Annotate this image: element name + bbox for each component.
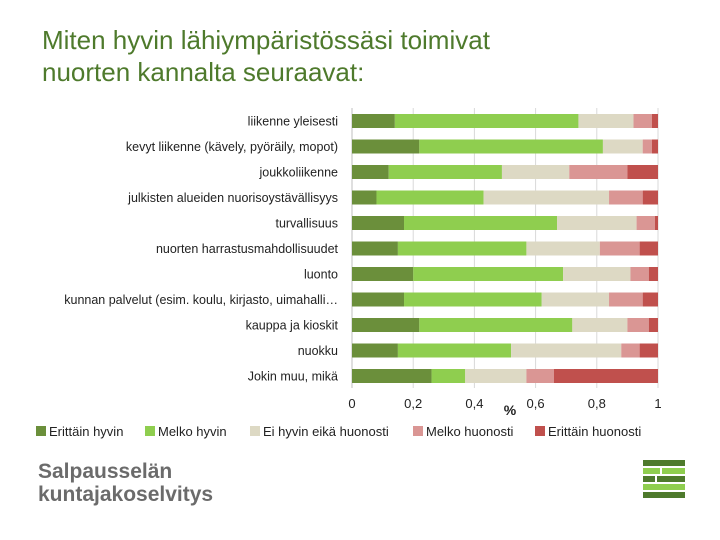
bar-segment — [352, 369, 432, 383]
page-title: Miten hyvin lähiympäristössäsi toimivat … — [42, 24, 682, 88]
legend-swatch — [413, 426, 423, 436]
bar-segment — [431, 369, 466, 383]
bar-segment — [648, 318, 658, 332]
bar-segment — [572, 318, 628, 332]
bar-segment — [352, 190, 377, 205]
title-line-2: nuorten kannalta seuraavat: — [42, 57, 365, 87]
category-label: julkisten alueiden nuorisoystävällisyys — [127, 191, 338, 205]
category-label: kevyt liikenne (kävely, pyöräily, mopot) — [126, 140, 338, 154]
x-axis-label: % — [504, 402, 517, 418]
bar-segment — [599, 241, 640, 256]
legend-swatch — [145, 426, 155, 436]
category-label: kauppa ja kioskit — [246, 319, 339, 333]
bar-segment — [352, 165, 389, 179]
bar-segment — [639, 241, 658, 256]
bar-segment — [352, 114, 395, 128]
legend-label: Melko huonosti — [426, 424, 514, 439]
bar-segment — [642, 139, 652, 154]
bar-segment — [648, 267, 658, 281]
bar-segment — [413, 267, 564, 281]
bar-segment — [352, 216, 405, 230]
bar-segment — [642, 190, 658, 205]
bar-segment — [642, 292, 658, 307]
bar-segment — [578, 114, 634, 128]
bar-segment — [654, 216, 658, 230]
bar-segment — [352, 267, 414, 281]
bar-segment — [627, 165, 658, 179]
bar-segment — [511, 343, 622, 358]
bar-segment — [394, 114, 579, 128]
bar-segment — [465, 369, 527, 383]
bar-segment — [627, 318, 649, 332]
logo-text: Salpausselän kuntajakoselvitys — [38, 460, 213, 506]
x-tick-label: 0,4 — [465, 396, 483, 411]
bar-segment — [352, 318, 420, 332]
category-label: nuokku — [298, 344, 338, 358]
bar-segment — [651, 114, 658, 128]
bar-segment — [404, 216, 558, 230]
bar-segment — [397, 241, 527, 256]
category-label: luonto — [304, 268, 338, 282]
legend-label: Erittäin hyvin — [49, 424, 123, 439]
category-label: Jokin muu, mikä — [248, 370, 338, 384]
category-label: kunnan palvelut (esim. koulu, kirjasto, … — [64, 293, 338, 307]
bar-segment — [526, 369, 554, 383]
bar-segment — [526, 241, 600, 256]
legend-swatch — [250, 426, 260, 436]
category-label: nuorten harrastusmahdollisuudet — [156, 242, 339, 256]
category-label: liikenne yleisesti — [248, 115, 338, 129]
bar-segment — [397, 343, 512, 358]
bar-segment — [376, 190, 484, 205]
bar-segment — [553, 369, 658, 383]
bar-segment — [609, 190, 643, 205]
bar-segment — [630, 267, 649, 281]
logo-line-2: kuntajakoselvitys — [38, 483, 214, 506]
logo-line-1: Salpausselän — [38, 460, 173, 483]
bar-segment — [602, 139, 643, 154]
x-tick-label: 0,2 — [404, 396, 422, 411]
bar-segment — [419, 139, 603, 154]
bar-segment — [501, 165, 570, 179]
x-tick-label: 0 — [348, 396, 355, 411]
legend-label: Ei hyvin eikä huonosti — [263, 424, 389, 439]
bar-segment — [557, 216, 637, 230]
legend-swatch — [36, 426, 46, 436]
bar-segment — [352, 343, 398, 358]
category-label: turvallisuus — [275, 217, 338, 231]
bar-segment — [563, 267, 631, 281]
bar-segment — [388, 165, 502, 179]
x-tick-label: 0,8 — [588, 396, 606, 411]
bar-segment — [651, 139, 658, 154]
legend-label: Melko hyvin — [158, 424, 227, 439]
bar-segment — [483, 190, 610, 205]
bar-segment — [633, 114, 652, 128]
legend-label: Erittäin huonosti — [548, 424, 641, 439]
legend-swatch — [535, 426, 545, 436]
x-tick-label: 0,6 — [527, 396, 545, 411]
bar-segment — [352, 139, 420, 154]
bar-segment — [569, 165, 628, 179]
bar-segment — [352, 241, 398, 256]
x-tick-label: 1 — [654, 396, 661, 411]
bar-segment — [352, 292, 405, 307]
bar-segment — [621, 343, 640, 358]
bar-segment — [541, 292, 610, 307]
stacked-bar-chart: liikenne yleisesti kevyt liikenne (kävely… — [36, 108, 662, 439]
logo-mark-icon — [643, 460, 685, 498]
title-line-1: Miten hyvin lähiympäristössäsi toimivat — [42, 25, 490, 55]
bar-segment — [609, 292, 643, 307]
bar-segment — [419, 318, 573, 332]
bar-segment — [636, 216, 655, 230]
bar-segment — [639, 343, 658, 358]
bar-segment — [404, 292, 542, 307]
category-label: joukkoliikenne — [258, 166, 338, 180]
